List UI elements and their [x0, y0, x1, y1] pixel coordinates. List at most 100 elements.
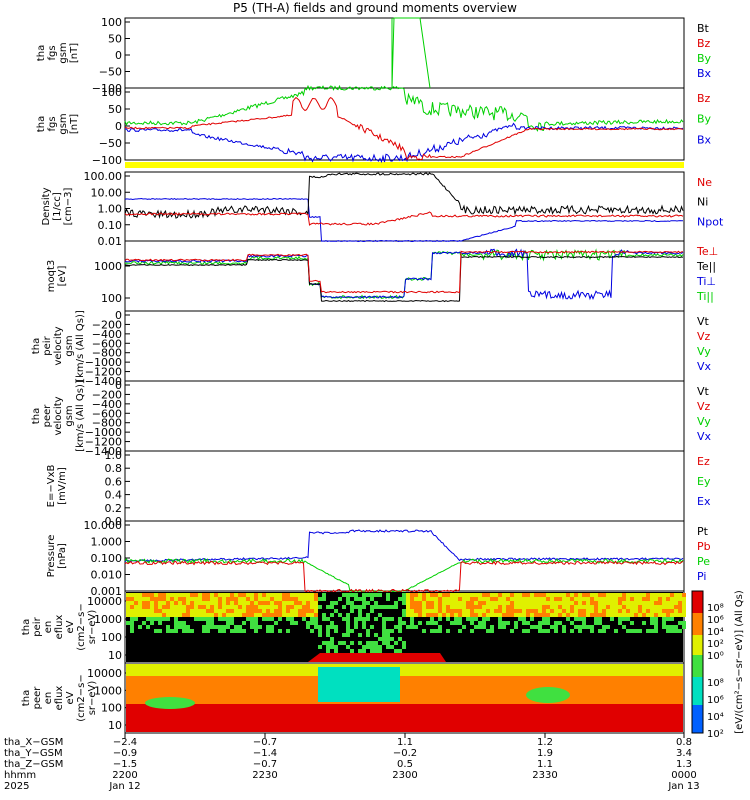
- spec-cell: [490, 593, 494, 597]
- spec-cell: [294, 613, 298, 617]
- y-axis-label-line: eflux: [54, 686, 65, 711]
- spec-cell: [162, 617, 166, 621]
- spec-cell: [502, 613, 506, 617]
- spec-cell: [638, 613, 642, 617]
- spec-cell: [562, 601, 566, 605]
- spec-cell: [294, 597, 298, 601]
- x-value: 1.9: [537, 748, 553, 759]
- spec-cell: [666, 629, 670, 633]
- spec-cell: [198, 609, 202, 613]
- spec-cell: [590, 601, 594, 605]
- spec-cell: [366, 593, 370, 597]
- spec-cell: [194, 593, 198, 597]
- spec-cell: [318, 629, 322, 633]
- colorbar-cell: [692, 709, 703, 711]
- spec-cell: [682, 597, 686, 601]
- spec-cell: [150, 601, 154, 605]
- spec-cell: [514, 609, 518, 613]
- spec-cell: [478, 625, 482, 629]
- spec-cell: [294, 605, 298, 609]
- legend-Vx: Vx: [697, 430, 712, 443]
- legend-Vy: Vy: [697, 415, 711, 428]
- spec-cell: [194, 609, 198, 613]
- spec-cell: [326, 645, 330, 649]
- spec-cell: [626, 601, 630, 605]
- spec-cell: [342, 617, 346, 621]
- spec-cell: [218, 625, 222, 629]
- spec-cell: [430, 601, 434, 605]
- spec-cell: [454, 593, 458, 597]
- spec-cell: [490, 597, 494, 601]
- spec-cell: [462, 597, 466, 601]
- spec-cell: [230, 609, 234, 613]
- spec-cell: [450, 601, 454, 605]
- spec-cell: [638, 593, 642, 597]
- y-tick-label: 0: [115, 120, 122, 133]
- spec-cell: [446, 597, 450, 601]
- spec-cell: [286, 613, 290, 617]
- spec-cell: [630, 597, 634, 601]
- legend-Pt: Pt: [697, 525, 709, 538]
- x-value: 0.5: [397, 759, 413, 770]
- spec-cell: [410, 609, 414, 613]
- spec-cell: [402, 609, 406, 613]
- spec-cell: [534, 613, 538, 617]
- legend-Pb: Pb: [697, 540, 711, 553]
- legend-Vy: Vy: [697, 345, 711, 358]
- y-tick-label: −1200: [85, 436, 122, 449]
- spec-cell: [238, 609, 242, 613]
- y-tick-label: −1200: [85, 366, 122, 379]
- legend-Bz: Bz: [697, 92, 711, 105]
- x-value: −1.5: [113, 759, 137, 770]
- x-row-label: tha_Z−GSM: [4, 759, 63, 770]
- spec-cell: [166, 617, 170, 621]
- spec-cell: [334, 629, 338, 633]
- spec-cell: [298, 613, 302, 617]
- spec-cell: [442, 609, 446, 613]
- spec-cell: [438, 593, 442, 597]
- spec-cell: [630, 593, 634, 597]
- spec-cell: [554, 593, 558, 597]
- colorbar-cell: [692, 657, 703, 659]
- spec-cell: [514, 625, 518, 629]
- spec-cell: [214, 625, 218, 629]
- spec-cell: [306, 593, 310, 597]
- spec-cell: [410, 617, 414, 621]
- colorbar-cell: [692, 671, 703, 673]
- spec-cell: [498, 613, 502, 617]
- spec-cell: [154, 605, 158, 609]
- spec-cell: [574, 605, 578, 609]
- spec-cell: [502, 605, 506, 609]
- spec-cell: [658, 601, 662, 605]
- spec-cell: [182, 621, 186, 625]
- spec-cell: [650, 617, 654, 621]
- spec-cell: [518, 613, 522, 617]
- spec-cell: [474, 609, 478, 613]
- colorbar-cell: [692, 693, 703, 695]
- spec-cell: [330, 613, 334, 617]
- spec-cell: [514, 605, 518, 609]
- spec-cell: [666, 593, 670, 597]
- spec-cell: [610, 605, 614, 609]
- spec-cell: [202, 617, 206, 621]
- spec-cell: [674, 601, 678, 605]
- y-tick-label: −50: [99, 66, 122, 79]
- spec-cell: [482, 605, 486, 609]
- spec-cell: [522, 597, 526, 601]
- spec-cell: [490, 601, 494, 605]
- spec-cell: [602, 601, 606, 605]
- spec-cell: [562, 609, 566, 613]
- spec-cell: [162, 609, 166, 613]
- spec-cell: [378, 649, 382, 653]
- spec-cell: [486, 609, 490, 613]
- spec-cell: [218, 629, 222, 633]
- spec-cell: [230, 605, 234, 609]
- spec-cell: [310, 617, 314, 621]
- y-axis-label-line: en: [43, 621, 54, 634]
- spec-cell: [546, 609, 550, 613]
- spec-cell: [598, 617, 602, 621]
- spec-cell: [266, 629, 270, 633]
- colorbar-cell: [692, 625, 703, 627]
- spec-cell: [366, 633, 370, 637]
- spec-cell: [294, 609, 298, 613]
